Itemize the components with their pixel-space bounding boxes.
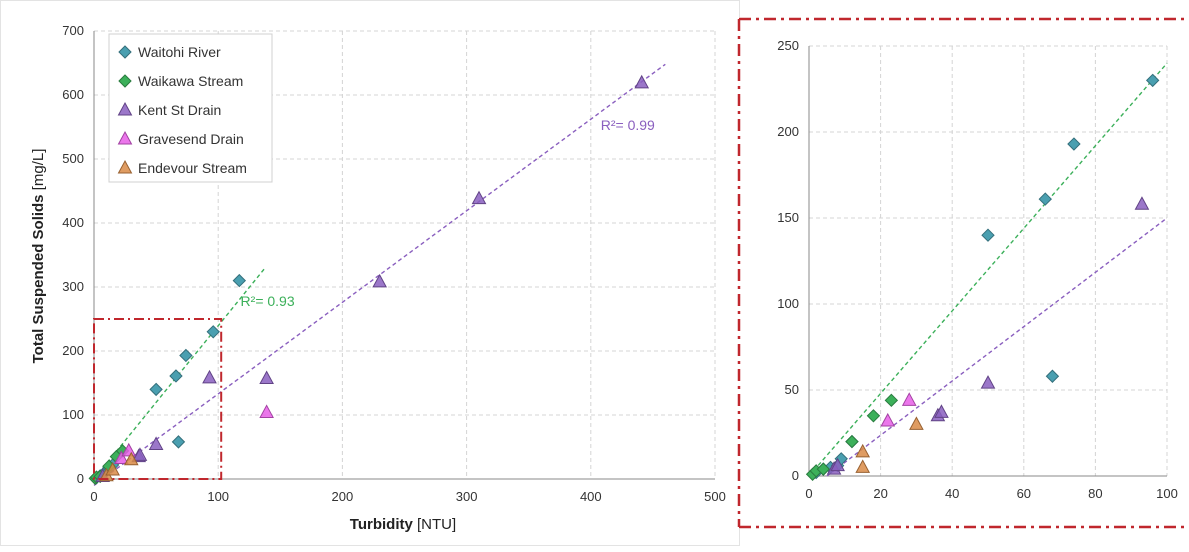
legend-label: Kent St Drain [138, 102, 221, 118]
data-point [121, 442, 137, 457]
data-point [259, 370, 274, 385]
r-squared-label: R²= 0.99 [601, 117, 655, 133]
data-point [169, 369, 183, 383]
main-chart-panel: 0 100 200 300 400 500 0 100 200 300 400 500 600 700 R… [0, 0, 740, 546]
y-tick-label: 200 [777, 124, 799, 139]
data-point [232, 273, 247, 288]
zoom-box-outline [93, 318, 223, 480]
x-tick-label: 100 [1156, 486, 1178, 501]
legend-marker [117, 130, 133, 145]
r-squared-label: R²= 0.93 [241, 293, 295, 309]
data-point [816, 462, 831, 476]
trendline [826, 217, 1168, 477]
data-point [1145, 73, 1160, 88]
data-point [934, 404, 949, 418]
main-axes: 0 100 200 300 400 500 0 100 200 300 400 500 600 700 [62, 23, 726, 504]
legend-label: Waikawa Stream [138, 73, 243, 89]
y-axis-label-unit: [mg/L] [30, 149, 47, 195]
legend-label: Gravesend Drain [138, 131, 244, 147]
y-tick-label: 150 [777, 210, 799, 225]
y-tick-label: 500 [62, 151, 84, 166]
x-tick-label: 500 [704, 489, 726, 504]
main-data-points [88, 74, 650, 486]
y-tick-label: 100 [62, 407, 84, 422]
data-point [123, 451, 139, 466]
legend-marker [117, 159, 133, 174]
y-axis-label-bold: Total Suspended Solids [30, 194, 47, 363]
x-axis-label: Turbidity [NTU] [350, 516, 456, 533]
data-point [1038, 192, 1052, 206]
y-tick-label: 50 [785, 382, 799, 397]
trendline [808, 62, 1168, 477]
x-tick-label: 200 [332, 489, 354, 504]
data-point [259, 404, 274, 418]
y-tick-label: 700 [62, 23, 84, 38]
data-point [884, 393, 899, 408]
inset-data-points [805, 73, 1160, 481]
legend-marker [118, 74, 132, 88]
x-tick-label: 0 [90, 489, 97, 504]
data-point [149, 382, 163, 397]
data-point [1045, 369, 1060, 383]
y-tick-label: 100 [777, 296, 799, 311]
data-point [202, 369, 217, 384]
data-point [113, 450, 129, 465]
x-tick-label: 20 [873, 486, 887, 501]
data-point [372, 273, 387, 288]
x-axis-label-unit: [NTU] [413, 516, 456, 533]
x-tick-label: 300 [456, 489, 478, 504]
legend-label: Endevour Stream [138, 160, 247, 176]
y-tick-label: 300 [62, 279, 84, 294]
data-point [855, 459, 871, 473]
inset-trendlines [808, 62, 1168, 477]
data-point [830, 457, 845, 472]
x-tick-label: 100 [207, 489, 229, 504]
zoom-region-box [93, 318, 223, 480]
data-point [901, 392, 917, 406]
data-point [471, 190, 487, 205]
x-tick-label: 60 [1017, 486, 1031, 501]
data-point [909, 416, 924, 430]
data-point [1134, 196, 1150, 210]
x-tick-label: 80 [1088, 486, 1102, 501]
data-point [845, 434, 859, 449]
x-axis-label-bold: Turbidity [350, 516, 414, 533]
main-gridlines [94, 30, 716, 479]
inset-scatter-chart: 0 20 40 60 80 100 0 50 100 150 200 250 [737, 17, 1189, 529]
legend-box [108, 33, 273, 183]
data-point [148, 436, 164, 450]
inset-axes: 0 20 40 60 80 100 0 50 100 150 200 250 [777, 38, 1178, 501]
x-tick-label: 0 [805, 486, 812, 501]
main-scatter-chart: 0 100 200 300 400 500 0 100 200 300 400 500 600 700 R… [30, 23, 726, 533]
legend-marker [117, 101, 133, 116]
y-tick-label: 200 [62, 343, 84, 358]
inset-dashdot-frame [737, 17, 1189, 529]
legend: Waitohi River Waikawa Stream Kent St Drain… [108, 33, 273, 183]
data-point [866, 409, 881, 423]
data-point [105, 461, 120, 476]
data-point [171, 435, 186, 449]
y-axis-label: Total Suspended Solids [mg/L] [30, 149, 47, 364]
y-tick-label: 250 [777, 38, 799, 53]
legend-marker [118, 45, 132, 59]
data-point [179, 348, 193, 363]
legend-label: Waitohi River [138, 44, 221, 60]
x-tick-label: 40 [945, 486, 959, 501]
x-tick-label: 400 [580, 489, 602, 504]
data-point [880, 412, 896, 427]
zoomed-inset-panel: 0 20 40 60 80 100 0 50 100 150 200 250 [737, 17, 1189, 529]
data-point [980, 375, 996, 389]
data-point [855, 443, 871, 458]
inset-gridlines [809, 45, 1168, 476]
data-point [1067, 137, 1081, 151]
y-tick-label: 600 [62, 87, 84, 102]
trendline [93, 63, 666, 486]
y-tick-label: 0 [792, 468, 799, 483]
data-point [206, 325, 220, 339]
y-tick-label: 400 [62, 215, 84, 230]
data-point [981, 228, 995, 242]
y-tick-label: 0 [77, 471, 84, 486]
data-point [132, 447, 148, 461]
data-point [634, 74, 650, 89]
